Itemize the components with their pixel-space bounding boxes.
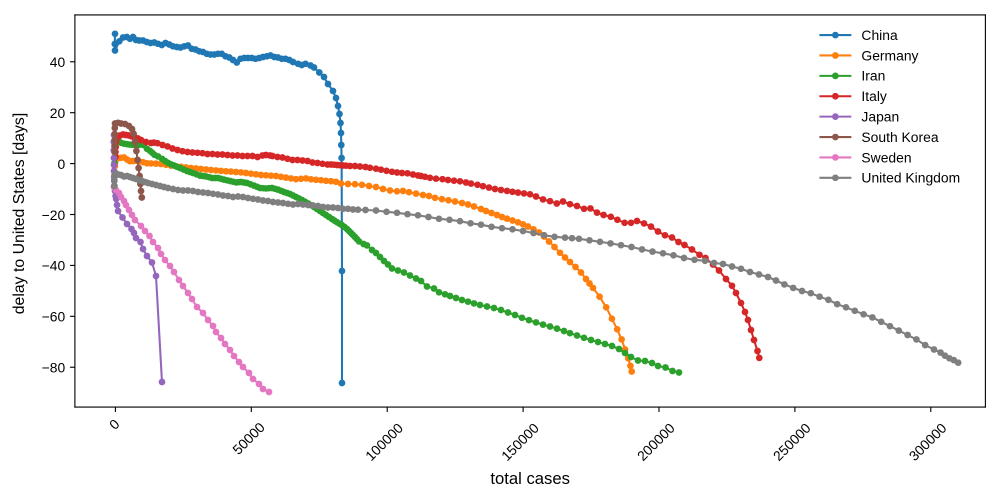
svg-text:40: 40 bbox=[50, 54, 66, 70]
svg-text:−40: −40 bbox=[42, 258, 66, 274]
svg-text:20: 20 bbox=[50, 105, 66, 121]
svg-text:0: 0 bbox=[57, 156, 65, 172]
svg-text:Japan: Japan bbox=[861, 108, 899, 124]
svg-text:−80: −80 bbox=[42, 360, 66, 376]
svg-text:Sweden: Sweden bbox=[861, 149, 911, 165]
svg-text:Iran: Iran bbox=[861, 68, 885, 84]
svg-text:Germany: Germany bbox=[861, 47, 918, 63]
svg-text:delay to United States [days]: delay to United States [days] bbox=[11, 113, 28, 314]
svg-text:South Korea: South Korea bbox=[861, 129, 938, 145]
svg-text:Italy: Italy bbox=[861, 88, 887, 104]
svg-text:China: China bbox=[861, 27, 898, 43]
svg-text:total cases: total cases bbox=[490, 469, 570, 488]
svg-text:United Kingdom: United Kingdom bbox=[861, 170, 960, 186]
svg-text:−60: −60 bbox=[42, 309, 66, 325]
svg-text:−20: −20 bbox=[42, 207, 66, 223]
